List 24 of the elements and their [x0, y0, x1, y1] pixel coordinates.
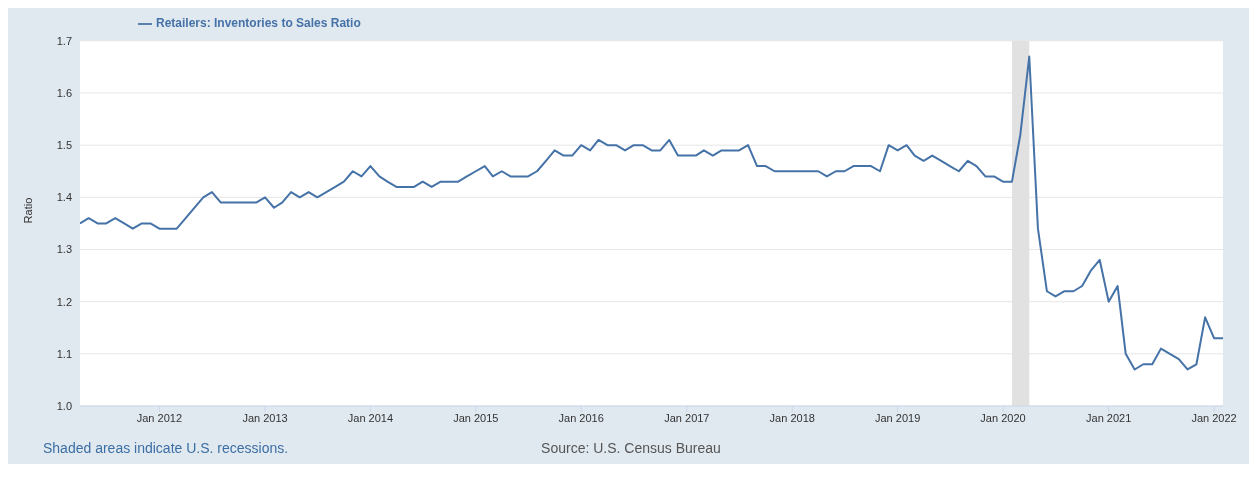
y-tick-label: 1.5: [56, 139, 72, 152]
x-tick-label: Jan 2022: [1191, 411, 1237, 424]
x-tick-label: Jan 2020: [980, 411, 1026, 424]
y-axis-title: Ratio: [21, 197, 34, 224]
x-tick-label: Jan 2015: [453, 411, 499, 424]
y-tick-label: 1.7: [56, 34, 72, 47]
y-tick-label: 1.4: [56, 191, 72, 204]
x-tick-label: Jan 2017: [664, 411, 710, 424]
y-tick-label: 1.6: [56, 86, 72, 99]
x-tick-label: Jan 2013: [242, 411, 288, 424]
x-tick-label: Jan 2018: [769, 411, 815, 424]
legend-label: Retailers: Inventories to Sales Ratio: [156, 16, 361, 30]
y-tick-label: 1.0: [56, 399, 72, 412]
x-tick-label: Jan 2012: [136, 411, 183, 424]
text: Shaded areas indicate U.S. recessions.: [43, 440, 290, 456]
y-tick-label: 1.3: [56, 243, 72, 256]
x-tick-label: Jan 2019: [874, 411, 921, 424]
y-tick-label: 1.1: [56, 347, 72, 360]
line-series: [80, 55, 1223, 371]
x-tick-label: Jan 2021: [1086, 411, 1132, 424]
x-tick-label: Jan 2014: [347, 411, 394, 424]
x-tick-label: Jan 2016: [558, 411, 604, 424]
y-tick-label: 1.2: [56, 295, 72, 308]
source-note: Source: U.S. Census Bureau: [540, 440, 722, 456]
